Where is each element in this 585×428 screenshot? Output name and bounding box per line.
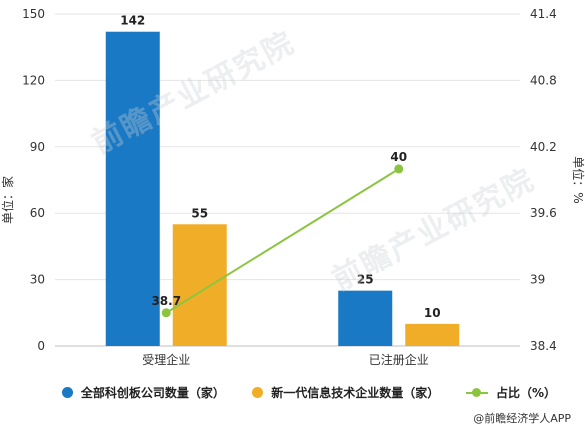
- y-axis-title: 单位：家: [0, 176, 15, 224]
- bar-data-label: 55: [191, 206, 208, 220]
- y2-tick-label: 38.4: [530, 339, 557, 353]
- legend-item-series-3: 占比（%）: [466, 384, 557, 401]
- bar: [172, 224, 227, 346]
- y2-tick-label: 39.6: [530, 206, 557, 220]
- legend-swatch: [62, 387, 73, 398]
- legend-label: 全部科创板公司数量（家）: [80, 386, 225, 400]
- y-tick-label: 60: [30, 206, 45, 220]
- x-category-label: 受理企业: [142, 352, 190, 367]
- legend: 全部科创板公司数量（家） 新一代信息技术企业数量（家） 占比（%）: [62, 384, 585, 401]
- source-attribution: @前瞻经济学人APP: [473, 410, 571, 426]
- y2-tick-label: 41.4: [530, 7, 557, 21]
- legend-swatch: [466, 387, 488, 398]
- line-point: [161, 308, 171, 318]
- y2-axis-title: 单位：%: [571, 156, 585, 203]
- line-point: [394, 164, 404, 174]
- y-tick-label: 120: [22, 73, 45, 87]
- legend-label: 新一代信息技术企业数量（家）: [271, 386, 440, 400]
- legend-swatch: [252, 387, 264, 398]
- y2-tick-label: 39: [530, 273, 545, 287]
- legend-item-series-1: 全部科创板公司数量（家）: [62, 384, 225, 401]
- x-axis-categories: 受理企业 已注册企业: [142, 352, 429, 367]
- y2-tick-label: 40.8: [530, 73, 557, 87]
- data-labels: 142 55 25 10 38.7 40: [120, 14, 440, 320]
- y-tick-label: 150: [22, 7, 45, 21]
- bar-data-label: 10: [424, 306, 441, 320]
- source-text: @前瞻经济学人APP: [473, 412, 571, 425]
- y-tick-label: 30: [30, 273, 45, 287]
- line-data-label: 40: [390, 150, 407, 164]
- bar: [338, 290, 393, 346]
- y-tick-label: 0: [37, 339, 45, 353]
- bar: [405, 323, 460, 346]
- legend-label: 占比（%）: [496, 386, 557, 400]
- bar-data-label: 25: [357, 273, 374, 287]
- bar-data-label: 142: [120, 14, 145, 28]
- line-data-label: 38.7: [151, 294, 181, 308]
- bar-series: [105, 31, 460, 347]
- right-y-axis: 38.4 39 39.6 40.2 40.8 41.4: [530, 7, 557, 353]
- series-line: [165, 168, 400, 314]
- y-tick-label: 90: [30, 140, 45, 154]
- line-series: [161, 164, 404, 318]
- legend-item-series-2: 新一代信息技术企业数量（家）: [252, 384, 440, 401]
- y2-tick-label: 40.2: [530, 140, 557, 154]
- x-category-label: 已注册企业: [369, 352, 429, 367]
- left-y-axis: 0 30 60 90 120 150: [22, 7, 45, 353]
- bar: [105, 31, 160, 347]
